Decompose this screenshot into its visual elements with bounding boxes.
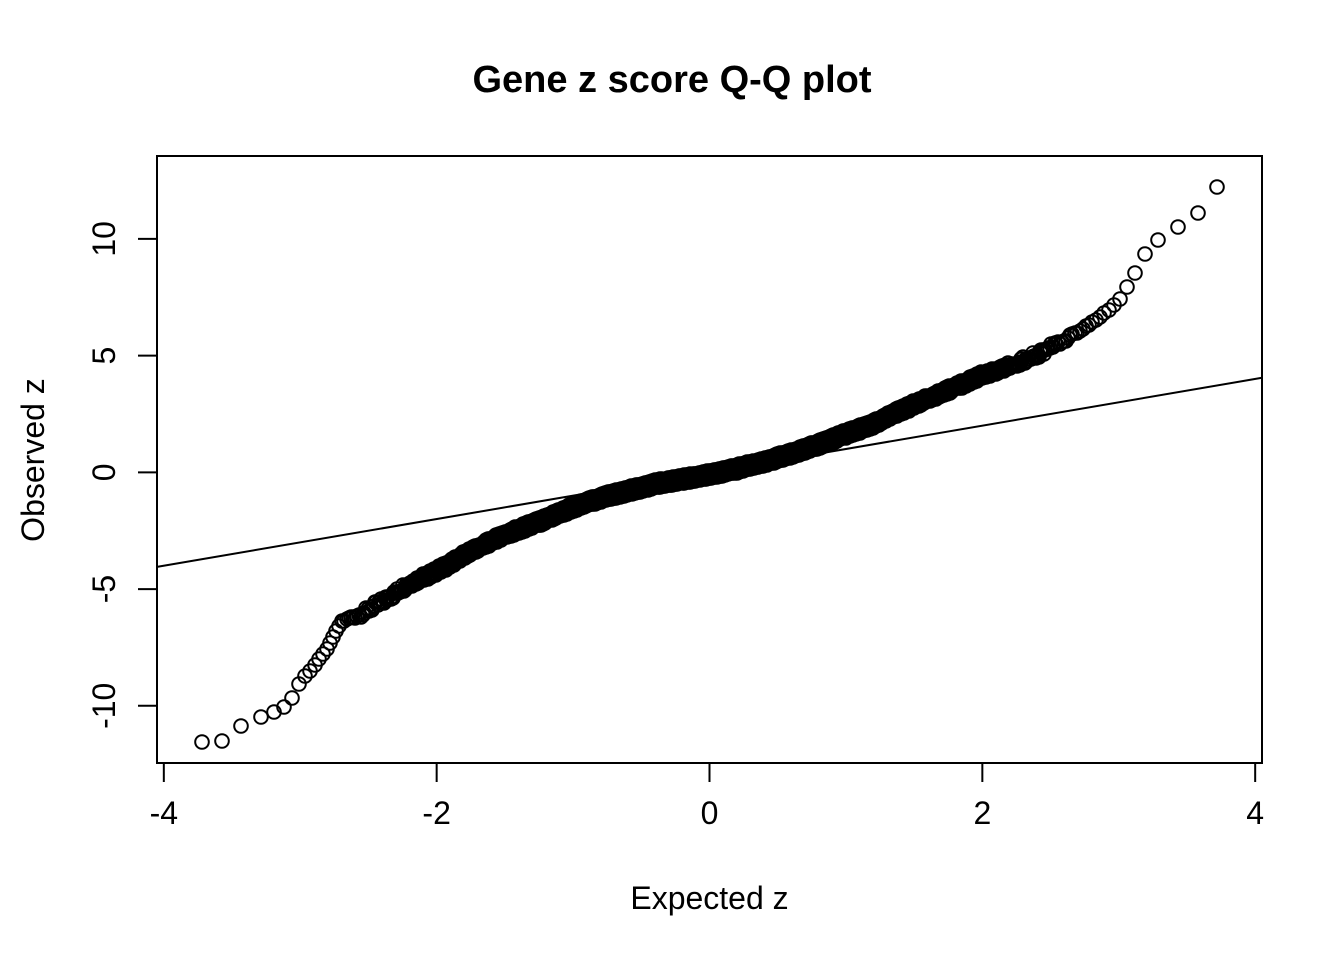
data-point [1119, 279, 1135, 295]
data-point [233, 718, 249, 734]
data-point [1190, 205, 1206, 221]
y-tick-label: -5 [86, 575, 122, 603]
data-point [1101, 302, 1117, 318]
data-points-group [194, 179, 1225, 750]
data-point [311, 651, 327, 667]
data-point [214, 733, 230, 749]
data-point [347, 610, 363, 626]
y-tick-label: 10 [86, 221, 122, 257]
x-tick-label: -2 [422, 795, 450, 831]
data-point [1150, 232, 1166, 248]
y-tick-label: 5 [86, 347, 122, 365]
data-point [315, 646, 331, 662]
y-tick-label: -10 [86, 683, 122, 729]
data-point [194, 734, 210, 750]
x-tick-label: 2 [973, 795, 991, 831]
data-point [253, 709, 269, 725]
data-point [1209, 179, 1225, 195]
data-point [1127, 265, 1143, 281]
chart-title: Gene z score Q-Q plot [472, 59, 872, 101]
y-tick-label: 0 [86, 463, 122, 481]
data-point [276, 699, 292, 715]
data-point [1050, 334, 1066, 350]
plot-box [156, 155, 1263, 764]
data-point [297, 668, 313, 684]
x-tick-label: -4 [150, 795, 178, 831]
data-point [284, 690, 300, 706]
x-tick-label: 0 [701, 795, 719, 831]
x-axis-label: Expected z [630, 880, 789, 916]
data-point [1170, 219, 1186, 235]
data-point [1137, 246, 1153, 262]
data-point [1112, 291, 1128, 307]
x-tick-label: 4 [1246, 795, 1264, 831]
